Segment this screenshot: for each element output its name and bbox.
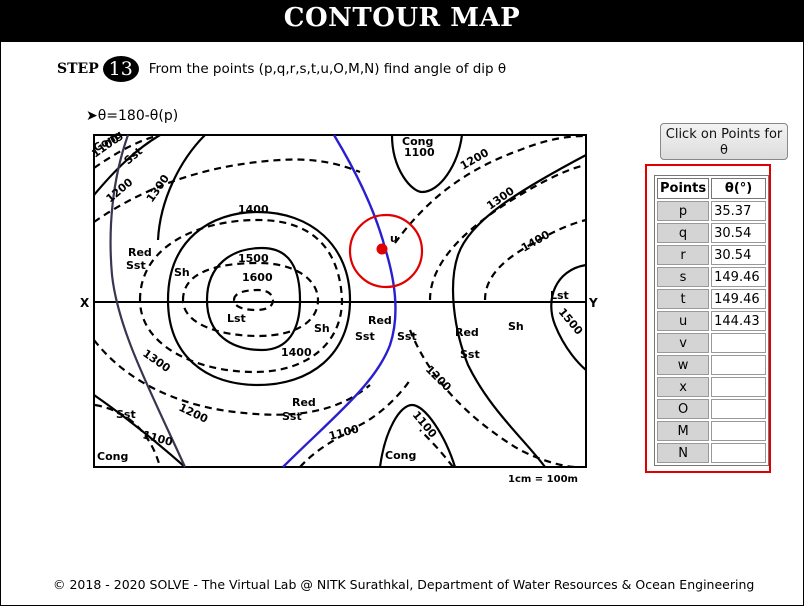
- theta-cell: [711, 443, 766, 463]
- table-row: N: [657, 443, 766, 463]
- step-number-badge: 13: [102, 56, 139, 82]
- rock-sh-l: Sh: [174, 266, 190, 279]
- rock-labels: Cong Sst Red Sst Sh Lst Cong Sh Red Sst …: [91, 130, 569, 463]
- rock-cong-b: Cong: [385, 449, 416, 462]
- contour-map[interactable]: u 1100 1200 1300 1400 1500 1600 1200 130…: [78, 130, 598, 490]
- header-points: Points: [657, 178, 710, 199]
- theta-cell: [711, 421, 766, 441]
- point-cell: w: [657, 355, 710, 375]
- table-row: t 149.46: [657, 289, 766, 309]
- theta-cell: 149.46: [711, 289, 766, 309]
- points-panel: Points θ(°) p 35.37 q 30.54 r 30.54 s 149.46…: [645, 164, 771, 473]
- theta-cell: 30.54: [711, 223, 766, 243]
- formula-text: ➤θ=180-θ(p): [86, 108, 179, 124]
- fault-line: [109, 134, 187, 468]
- theta-cell: [711, 355, 766, 375]
- point-cell: p: [657, 201, 710, 221]
- theta-cell: 30.54: [711, 245, 766, 265]
- rock-red-r: Red: [455, 326, 479, 339]
- click-points-button[interactable]: Click on Points for θ: [660, 123, 788, 160]
- axis-label-x: X: [80, 296, 90, 310]
- point-cell: r: [657, 245, 710, 265]
- label-1500: 1500: [238, 252, 269, 265]
- step-label: STEP: [57, 61, 99, 77]
- point-cell: v: [657, 333, 710, 353]
- table-row: p 35.37: [657, 201, 766, 221]
- rock-red-l: Red: [128, 246, 152, 259]
- rock-cong-bl: Cong: [97, 450, 128, 463]
- rock-sst-b: Sst: [282, 410, 302, 423]
- table-row: w: [657, 355, 766, 375]
- table-row: s 149.46: [657, 267, 766, 287]
- table-row: u 144.43: [657, 311, 766, 331]
- point-u-marker[interactable]: [376, 243, 388, 255]
- rock-sst-c2: Sst: [397, 330, 417, 343]
- table-header-row: Points θ(°): [657, 178, 766, 199]
- points-table: Points θ(°) p 35.37 q 30.54 r 30.54 s 149.46…: [654, 175, 769, 466]
- title-bar: CONTOUR MAP: [0, 0, 804, 42]
- table-row: v: [657, 333, 766, 353]
- table-row: r 30.54: [657, 245, 766, 265]
- theta-cell: [711, 333, 766, 353]
- dashed-contours: [93, 133, 587, 469]
- point-cell: x: [657, 377, 710, 397]
- rock-cong-top: Cong: [402, 135, 433, 148]
- rock-sh-r: Sh: [508, 320, 524, 333]
- point-cell: u: [657, 311, 710, 331]
- footer-text: © 2018 - 2020 SOLVE - The Virtual Lab @ …: [53, 577, 755, 592]
- step-instruction: From the points (p,q,r,s,t,u,O,M,N) find…: [148, 61, 507, 77]
- rock-sst-bl: Sst: [116, 408, 136, 421]
- table-row: O: [657, 399, 766, 419]
- axis-label-y: Y: [588, 296, 598, 310]
- rock-sst-r: Sst: [460, 348, 480, 361]
- dip-line: [282, 134, 397, 468]
- theta-cell: [711, 399, 766, 419]
- label-1100-t: 1100: [404, 146, 435, 159]
- table-row: x: [657, 377, 766, 397]
- rock-lst-r: Lst: [550, 289, 569, 302]
- selection-circle: [348, 213, 424, 289]
- rock-sst-c: Sst: [355, 330, 375, 343]
- label-1600: 1600: [242, 271, 273, 284]
- rock-lst-c: Lst: [227, 312, 246, 325]
- point-cell: q: [657, 223, 710, 243]
- label-1400-c2: 1400: [281, 346, 312, 359]
- header-theta: θ(°): [711, 178, 766, 199]
- theta-cell: 149.46: [711, 267, 766, 287]
- rock-red-b: Red: [292, 396, 316, 409]
- table-row: M: [657, 421, 766, 441]
- point-cell: N: [657, 443, 710, 463]
- point-cell: s: [657, 267, 710, 287]
- rock-sst-l: Sst: [126, 259, 146, 272]
- theta-cell: 35.37: [711, 201, 766, 221]
- table-row: q 30.54: [657, 223, 766, 243]
- solid-contours: [93, 134, 587, 468]
- point-u-label: u: [390, 232, 398, 245]
- theta-cell: 144.43: [711, 311, 766, 331]
- point-cell: O: [657, 399, 710, 419]
- page-title: CONTOUR MAP: [283, 3, 521, 33]
- theta-cell: [711, 377, 766, 397]
- rock-sh-c: Sh: [314, 322, 330, 335]
- step-row: STEP 13 From the points (p,q,r,s,t,u,O,M…: [57, 56, 506, 82]
- point-cell: M: [657, 421, 710, 441]
- point-cell: t: [657, 289, 710, 309]
- rock-red-c: Red: [368, 314, 392, 327]
- map-scale: 1cm = 100m: [508, 474, 578, 485]
- label-1400-c: 1400: [238, 203, 269, 216]
